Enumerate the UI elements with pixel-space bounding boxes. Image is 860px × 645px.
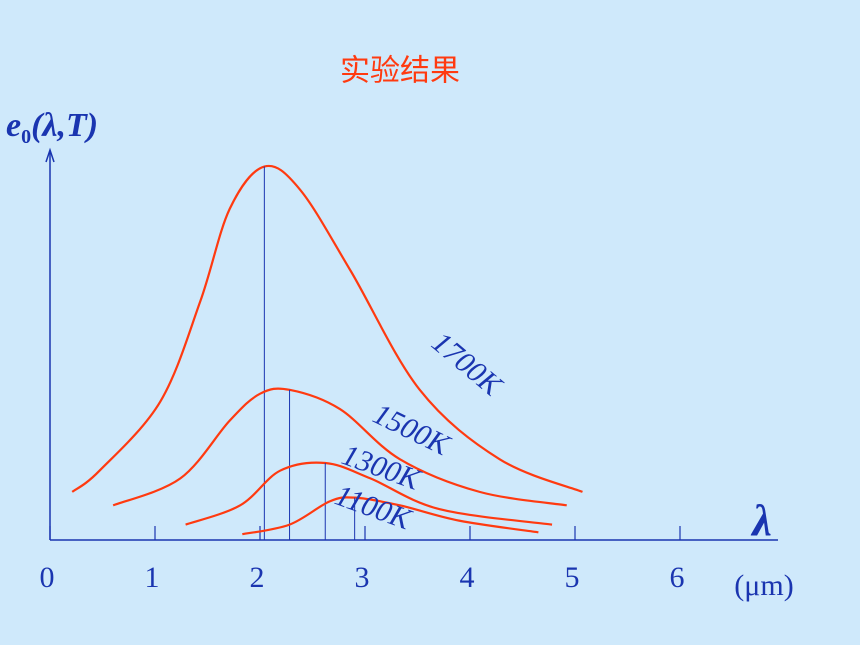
x-tick-label: 4 [460, 561, 475, 594]
y-label-sub: 0 [21, 126, 31, 148]
curve [112, 387, 567, 507]
x-axis-unit: (μm) [734, 569, 793, 602]
x-tick-label: 2 [250, 561, 265, 594]
y-axis-label: e0(λ,T) [6, 107, 98, 148]
curve-label: 1700K [425, 326, 509, 404]
x-axis-label: λ [750, 496, 772, 545]
y-label-rest: (λ,T) [31, 107, 98, 144]
curve [185, 461, 553, 526]
x-tick-label: 6 [670, 561, 685, 594]
x-tick-label: 3 [355, 561, 370, 594]
chart-title: 实验结果 [340, 54, 460, 89]
y-axis-arrow [45, 147, 55, 163]
x-tick-label: 5 [565, 561, 580, 594]
x-tick-label: 0 [40, 561, 55, 594]
x-tick-label: 1 [145, 561, 160, 594]
y-label-base: e [6, 107, 21, 144]
curve [71, 164, 583, 493]
